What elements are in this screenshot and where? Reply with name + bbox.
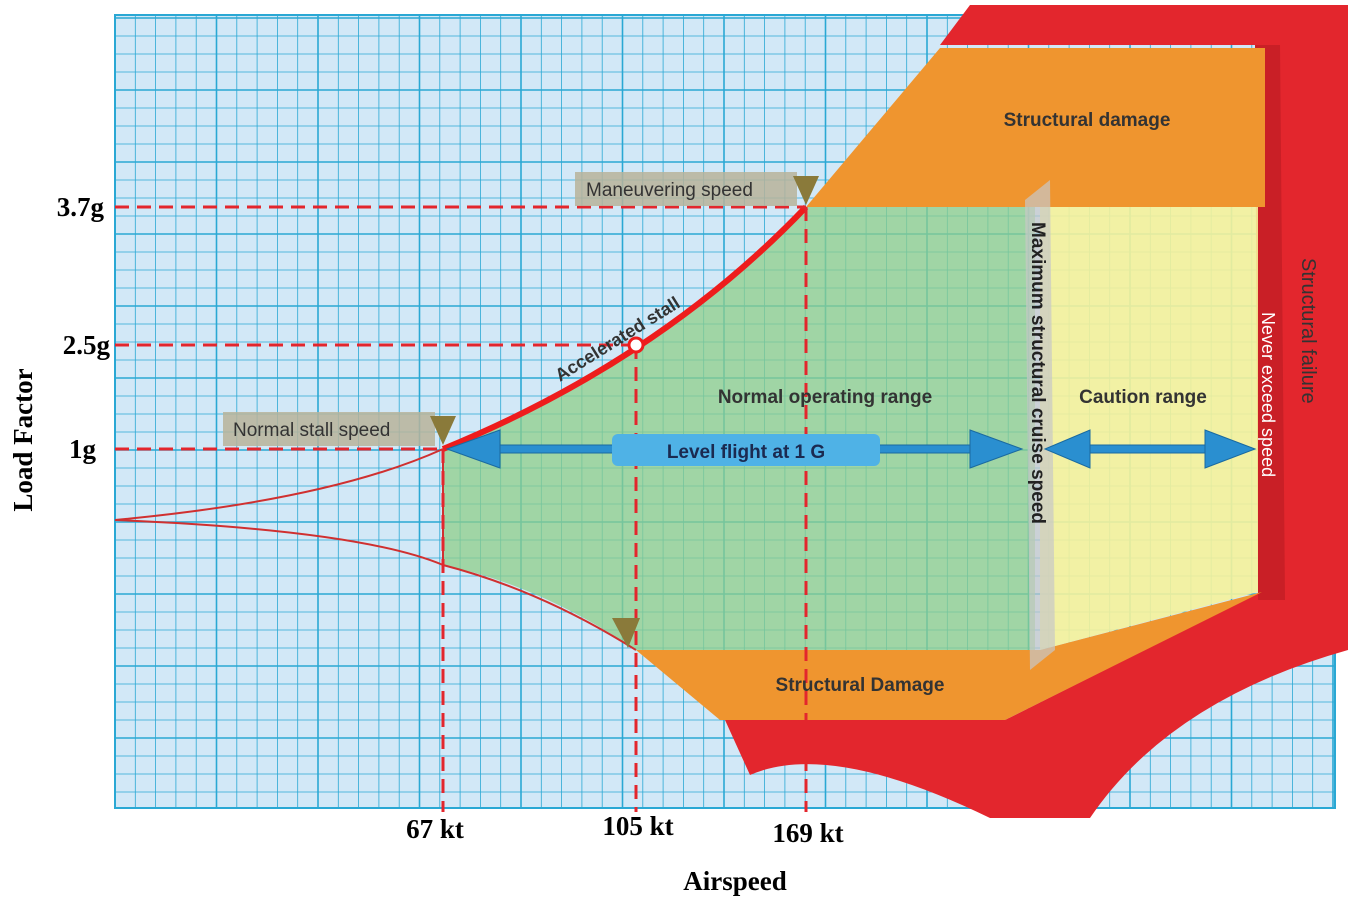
damage-top-label: Structural damage — [1004, 110, 1171, 131]
cruise-label: Maximum structural cruise speed — [1027, 222, 1048, 524]
maneuvering-label: Maneuvering speed — [586, 180, 753, 201]
never-exceed-label: Never exceed speed — [1258, 312, 1278, 477]
y-label: 2.5g — [63, 330, 111, 360]
caution-region — [1040, 207, 1258, 650]
x-label: 67 kt — [406, 814, 464, 844]
normal-stall-label: Normal stall speed — [233, 420, 390, 441]
x-title: Airspeed — [683, 866, 787, 896]
failure-label: Structural failure — [1297, 258, 1319, 404]
level-flight-label: Level flight at 1 G — [667, 442, 825, 463]
x-label: 105 kt — [602, 811, 673, 841]
caution-label: Caution range — [1079, 387, 1207, 408]
y-label: 3.7g — [57, 192, 105, 222]
vg-diagram: Normal stall speed Maneuvering speed Acc… — [0, 0, 1348, 902]
normal-label: Normal operating range — [718, 387, 932, 408]
damage-bottom-label: Structural Damage — [776, 675, 945, 696]
y-label: 1g — [69, 434, 97, 464]
y-title: Load Factor — [8, 368, 38, 511]
x-label: 169 kt — [772, 818, 843, 848]
